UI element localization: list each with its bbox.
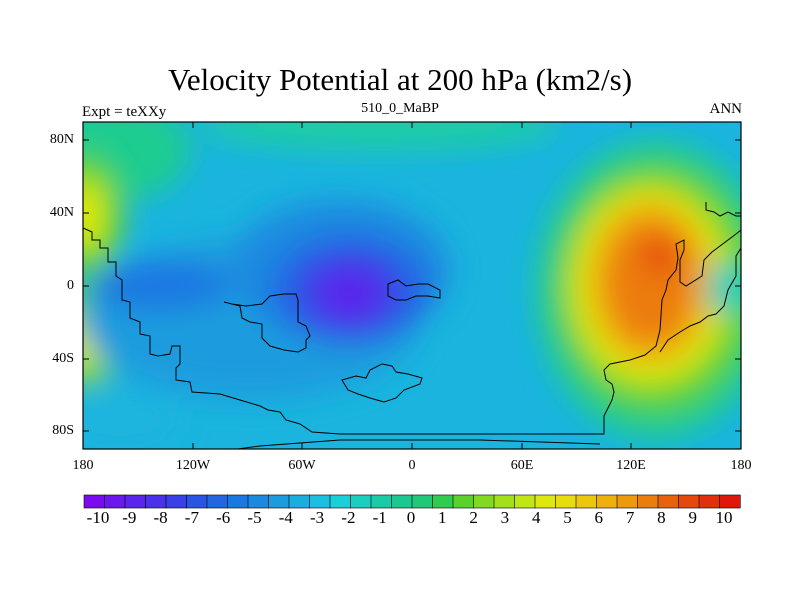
colorbar-swatch [411, 494, 434, 509]
colorbar-swatch [657, 494, 680, 509]
colorbar-label: -10 [86, 508, 110, 527]
x-tick-180e: 180 [730, 458, 752, 473]
colorbar-label: 6 [594, 508, 604, 527]
colorbar-label: -2 [341, 508, 356, 527]
y-tick-40n: 40N [49, 205, 74, 220]
colorbar-swatch [350, 494, 372, 509]
colorbar-label: 3 [500, 508, 510, 527]
season-label: ANN [709, 101, 743, 117]
colorbar-swatch [596, 494, 618, 509]
x-tick-180w: 180 [72, 458, 94, 473]
colorbar-label: 10 [715, 508, 733, 527]
colorbar-label: 5 [563, 508, 572, 527]
colorbar-swatch [678, 494, 700, 509]
colorbar-swatch [309, 494, 331, 509]
colorbar-swatch [616, 494, 639, 509]
y-tick-0: 0 [67, 278, 74, 293]
map-title: Velocity Potential at 200 hPa (km2/s) [167, 62, 633, 97]
colorbar-swatch [432, 494, 454, 509]
colorbar-swatch [514, 494, 536, 509]
colorbar-label: -8 [153, 508, 168, 527]
colorbar-swatch [637, 494, 659, 509]
colorbar-label: 2 [469, 508, 478, 527]
colorbar-label: -5 [247, 508, 262, 527]
colorbar-swatch [268, 494, 290, 509]
colorbar-swatch [247, 494, 270, 509]
colorbar-label: 4 [531, 508, 541, 527]
x-tick-60e: 60E [510, 458, 534, 473]
colorbar-swatch [124, 494, 147, 509]
colorbar-swatch [165, 494, 188, 509]
y-tick-80s: 80S [52, 423, 74, 438]
x-tick-120w: 120W [175, 458, 211, 473]
colorbar-label: -3 [310, 508, 325, 527]
colorbar-swatch [391, 494, 413, 509]
colorbar-swatch [555, 494, 577, 509]
x-tick-0: 0 [408, 458, 416, 473]
colorbar-swatch [719, 494, 741, 509]
colorbar-swatch [186, 494, 208, 509]
colorbar-swatch [493, 494, 516, 509]
colorbar-label: 9 [688, 508, 697, 527]
colorbar [83, 494, 741, 509]
x-tick-60w: 60W [288, 458, 316, 473]
colorbar-swatch [83, 494, 106, 509]
colorbar-swatch [473, 494, 495, 509]
colorbar-label: -9 [122, 508, 137, 527]
axis-ticks [83, 122, 741, 449]
colorbar-swatch [145, 494, 167, 509]
colorbar-swatch [698, 494, 721, 509]
colorbar-label: -6 [216, 508, 231, 527]
y-tick-40s: 40S [52, 351, 74, 366]
colorbar-label: 0 [406, 508, 416, 527]
colorbar-swatch [288, 494, 311, 509]
colorbar-label: -7 [184, 508, 199, 527]
colorbar-swatch [575, 494, 598, 509]
colorbar-swatch [452, 494, 475, 509]
colorbar-label: 1 [438, 508, 447, 527]
period-label: 510_0_MaBP [361, 101, 439, 116]
contour-field [83, 122, 741, 449]
colorbar-swatch [329, 494, 352, 509]
colorbar-swatch [206, 494, 229, 509]
colorbar-swatch [534, 494, 557, 509]
experiment-label: Expt = teXXy [82, 104, 167, 120]
colorbar-label: 7 [625, 508, 635, 527]
colorbar-label: -1 [372, 508, 387, 527]
colorbar-swatch [104, 494, 126, 509]
colorbar-swatch [227, 494, 249, 509]
x-tick-120e: 120E [616, 458, 646, 473]
colorbar-label: -4 [278, 508, 293, 527]
colorbar-swatch [370, 494, 393, 509]
colorbar-label: 8 [657, 508, 666, 527]
y-tick-80n: 80N [49, 132, 74, 147]
